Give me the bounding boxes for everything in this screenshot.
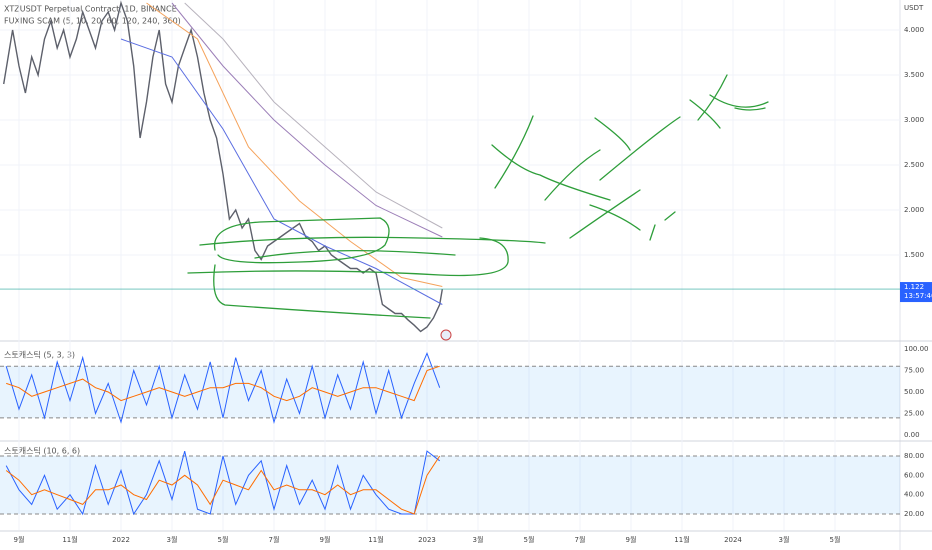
y-tick-label: 4.000 (904, 26, 924, 34)
last-price-label: 1.122 (904, 283, 924, 291)
y-tick-label: 3.000 (904, 116, 924, 124)
series-line (146, 2, 443, 287)
x-tick-label: 9월 (14, 535, 25, 544)
y-tick-label: 80.00 (904, 452, 924, 460)
x-tick-label: 2024 (724, 536, 742, 544)
indicator-title: 스토캐스틱 (5, 3, 3) (4, 350, 75, 360)
countdown-label: 13:57:46 (904, 292, 932, 300)
series-line (5, 455, 441, 515)
x-tick-label: 2022 (112, 536, 130, 544)
y-tick-label: 20.00 (904, 510, 924, 518)
y-tick-label: 1.500 (904, 251, 924, 259)
indicator-title: 스토캐스틱 (10, 6, 6) (4, 446, 80, 456)
series-line (3, 0, 443, 333)
x-tick-label: 5월 (218, 535, 229, 544)
chart-title: XTZUSDT Perpetual Contract, 1D, BINANCE (4, 5, 177, 14)
y-tick-label: 0.00 (904, 431, 920, 439)
x-tick-label: 5월 (830, 535, 841, 544)
x-tick-label: 9월 (626, 535, 637, 544)
series-line (184, 2, 443, 229)
last-price-tag (900, 282, 932, 303)
indicator-title: FUXING SCAM (5, 10, 20, 60, 120, 240, 36… (4, 17, 181, 26)
oscillator-band (0, 455, 900, 515)
series-line (6, 365, 440, 402)
x-tick-label: 3월 (779, 535, 790, 544)
x-tick-label: 9월 (320, 535, 331, 544)
x-tick-label: 3월 (473, 535, 484, 544)
oscillator-band (0, 366, 900, 418)
hand-drawing (187, 74, 769, 319)
x-tick-label: 7월 (575, 535, 586, 544)
y-tick-label: 100.00 (904, 345, 929, 353)
y-tick-label: 75.00 (904, 367, 924, 375)
series-line (171, 2, 443, 238)
x-tick-label: 7월 (269, 535, 280, 544)
x-tick-label: 11월 (62, 535, 77, 544)
x-tick-label: 11월 (368, 535, 383, 544)
event-icon[interactable] (440, 329, 452, 341)
x-tick-label: 11월 (674, 535, 689, 544)
y-tick-label: 25.00 (904, 410, 924, 418)
series-line (5, 450, 441, 516)
y-tick-label: 40.00 (904, 491, 924, 499)
y-tick-label: 3.500 (904, 71, 924, 79)
x-tick-label: 3월 (167, 535, 178, 544)
currency-label: USDT (904, 4, 924, 12)
series-line (120, 38, 443, 305)
x-tick-label: 2023 (418, 536, 436, 544)
y-tick-label: 2.500 (904, 161, 924, 169)
y-tick-label: 50.00 (904, 388, 924, 396)
series-line (5, 351, 441, 425)
x-tick-label: 5월 (524, 535, 535, 544)
y-tick-label: 60.00 (904, 471, 924, 479)
y-tick-label: 2.000 (904, 206, 924, 214)
